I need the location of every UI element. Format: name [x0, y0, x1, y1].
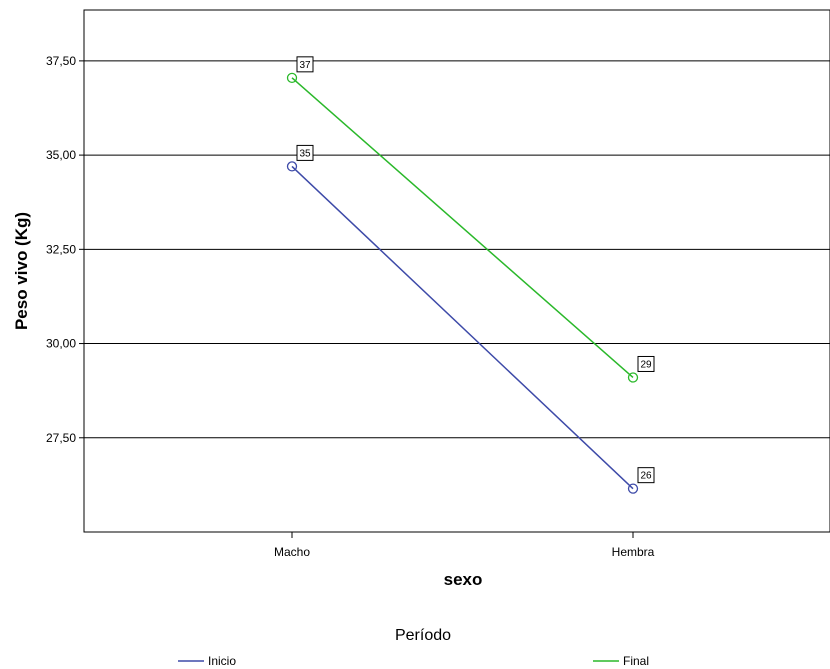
series-final: 37 29: [286, 56, 655, 383]
legend-item-inicio: Inicio: [178, 654, 236, 668]
series-group: 35 26 37 29: [286, 56, 655, 494]
data-point: [627, 483, 639, 494]
x-tick-label: Macho: [274, 545, 310, 559]
series-inicio: 35 26: [286, 144, 655, 494]
plot-area-frame: [83, 9, 830, 533]
data-label-box: [637, 467, 655, 484]
data-point: [627, 372, 639, 383]
gridlines: [84, 60, 830, 439]
y-axis-ticks: 27,50 30,00 32,50 35,00 37,50: [46, 54, 84, 445]
data-point: [286, 161, 298, 172]
data-label-box: [296, 144, 314, 161]
series-line: [291, 77, 634, 379]
y-tick-label: 27,50: [46, 431, 76, 445]
x-axis-ticks: Macho Hembra: [274, 532, 655, 559]
y-tick-label: 30,00: [46, 337, 76, 351]
series-line: [291, 165, 634, 490]
data-label: 35: [299, 148, 311, 159]
legend-label: Final: [623, 654, 649, 668]
x-axis-title: sexo: [444, 570, 483, 589]
data-label-box: [296, 56, 314, 73]
legend: Inicio Final: [178, 654, 649, 668]
data-label: 26: [640, 471, 652, 482]
legend-item-final: Final: [593, 654, 649, 668]
y-tick-label: 32,50: [46, 242, 76, 256]
data-label: 37: [299, 60, 311, 71]
data-label-box: [637, 355, 655, 372]
y-axis-title: Peso vivo (Kg): [12, 212, 31, 330]
x-tick-label: Hembra: [612, 545, 655, 559]
legend-label: Inicio: [208, 654, 236, 668]
y-tick-label: 35,00: [46, 148, 76, 162]
y-tick-label: 37,50: [46, 54, 76, 68]
data-point: [286, 72, 298, 83]
data-label: 29: [640, 359, 652, 370]
legend-title: Período: [395, 627, 451, 644]
